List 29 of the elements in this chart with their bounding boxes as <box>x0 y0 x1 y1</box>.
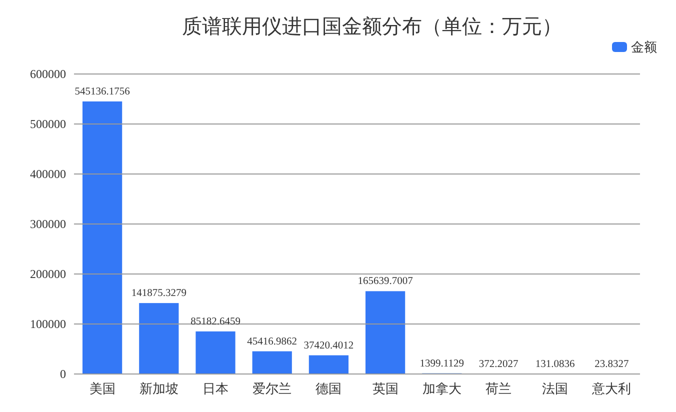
y-tick-label: 300000 <box>30 217 66 232</box>
data-label: 37420.4012 <box>304 340 354 352</box>
x-tick-label: 新加坡 <box>139 382 178 397</box>
x-tick-label: 加拿大 <box>422 382 462 397</box>
x-tick-label: 意大利 <box>591 382 632 397</box>
x-tick-label: 德国 <box>316 382 342 397</box>
data-label: 85182.6459 <box>190 316 240 328</box>
y-tick-label: 500000 <box>30 117 66 132</box>
x-tick-label: 美国 <box>89 381 116 397</box>
chart-title: 质谱联用仪进口国金额分布（单位：万元） <box>182 14 562 38</box>
x-tick-label: 法国 <box>542 382 568 397</box>
data-label: 131.0836 <box>535 358 575 370</box>
data-label: 141875.3279 <box>131 288 186 300</box>
data-label: 1399.1129 <box>420 358 464 370</box>
data-label: 45416.9862 <box>247 336 298 348</box>
y-tick-label: 0 <box>60 367 66 382</box>
legend-label: 金额 <box>631 40 657 56</box>
y-tick-label: 200000 <box>30 267 66 282</box>
y-tick-label: 100000 <box>30 317 66 332</box>
data-label: 165639.7007 <box>358 276 413 288</box>
x-tick-label: 日本 <box>202 382 228 397</box>
data-label: 372.2027 <box>478 358 518 370</box>
x-tick-label: 荷兰 <box>486 382 512 397</box>
x-tick-label: 英国 <box>372 382 398 397</box>
data-label: 545136.1756 <box>74 86 130 98</box>
data-label: 23.8327 <box>594 358 629 370</box>
y-tick-label: 600000 <box>30 67 66 82</box>
y-tick-label: 400000 <box>30 167 66 182</box>
x-tick-label: 爱尔兰 <box>252 382 292 397</box>
